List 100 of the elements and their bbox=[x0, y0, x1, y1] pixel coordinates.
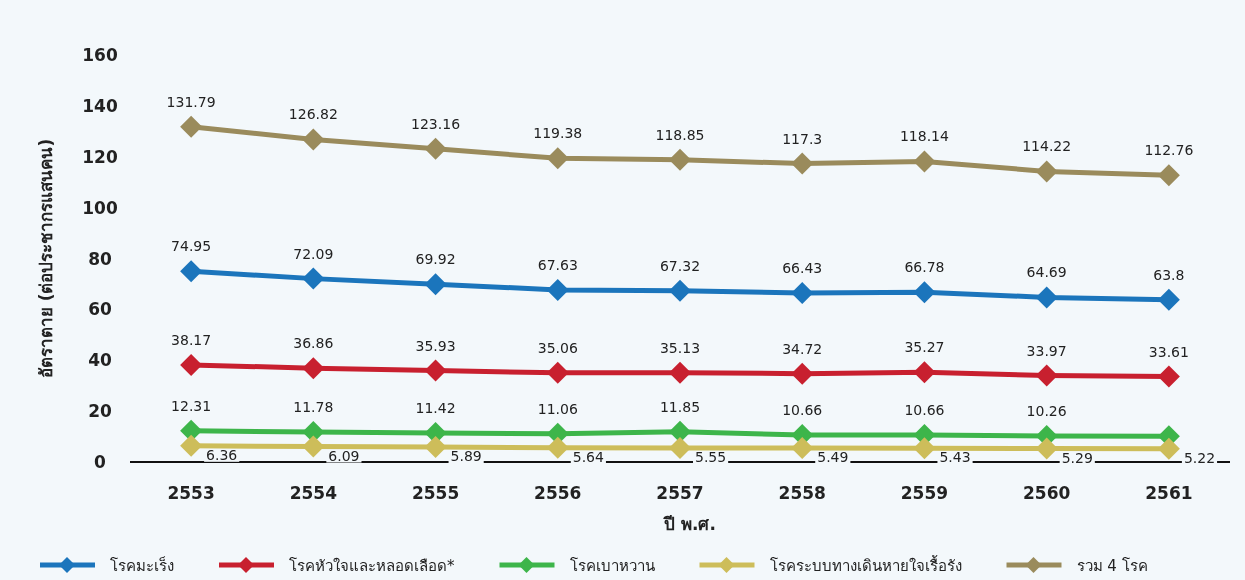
data-label: 74.95 bbox=[171, 238, 212, 255]
point bbox=[791, 362, 814, 385]
x-tick-label: 2558 bbox=[778, 483, 826, 503]
data-label: 126.82 bbox=[288, 106, 338, 123]
point bbox=[913, 281, 936, 304]
x-tick-label: 2561 bbox=[1145, 483, 1193, 503]
data-label: 5.49 bbox=[817, 449, 849, 466]
legend-label: โรคหัวใจและหลอดเลือด* bbox=[289, 557, 455, 575]
point bbox=[180, 115, 203, 138]
point bbox=[546, 436, 569, 459]
data-label: 6.09 bbox=[328, 447, 360, 464]
point bbox=[669, 361, 691, 384]
data-label: 131.79 bbox=[166, 93, 216, 110]
point bbox=[302, 435, 325, 458]
y-tick-label: 140 bbox=[82, 95, 118, 116]
point bbox=[1157, 288, 1180, 311]
x-tick-label: 2560 bbox=[1023, 483, 1071, 503]
data-label: 35.27 bbox=[904, 339, 945, 356]
data-label: 35.06 bbox=[537, 339, 578, 356]
point bbox=[913, 361, 936, 384]
data-label: 10.66 bbox=[782, 401, 823, 418]
data-label: 6.36 bbox=[206, 446, 238, 463]
point bbox=[546, 361, 569, 384]
point bbox=[1157, 164, 1180, 187]
point bbox=[791, 437, 814, 460]
point bbox=[1035, 364, 1058, 387]
data-label: 67.32 bbox=[659, 257, 701, 274]
point bbox=[302, 357, 325, 380]
point bbox=[1035, 160, 1058, 183]
legend-label: โรคเบาหวาน bbox=[569, 557, 655, 575]
point bbox=[180, 434, 203, 457]
y-axis-title: อัตราตาย (ต่อประชากรแสนคน) bbox=[36, 138, 56, 379]
point bbox=[669, 436, 691, 459]
x-tick-label: 2557 bbox=[656, 483, 704, 503]
point bbox=[424, 436, 447, 459]
y-tick-label: 100 bbox=[82, 197, 118, 218]
y-tick-label: 80 bbox=[88, 248, 112, 269]
data-label: 38.17 bbox=[171, 331, 212, 348]
data-label: 67.63 bbox=[537, 256, 578, 273]
legend-label: โรคมะเร็ง bbox=[110, 556, 174, 575]
point bbox=[669, 148, 691, 171]
data-label: 118.85 bbox=[655, 126, 705, 143]
point bbox=[1157, 365, 1180, 388]
data-label: 112.76 bbox=[1144, 142, 1194, 159]
point bbox=[424, 137, 447, 160]
data-label: 5.43 bbox=[939, 449, 971, 466]
point bbox=[180, 353, 203, 376]
point bbox=[1157, 437, 1180, 460]
data-label: 66.43 bbox=[782, 260, 823, 277]
point bbox=[180, 260, 203, 283]
data-label: 35.13 bbox=[659, 339, 701, 356]
data-label: 5.89 bbox=[450, 448, 482, 465]
point bbox=[913, 437, 936, 460]
data-label: 119.38 bbox=[533, 125, 583, 142]
point bbox=[546, 147, 569, 170]
data-label: 72.09 bbox=[293, 245, 334, 262]
data-label: 11.42 bbox=[415, 399, 456, 416]
x-tick-label: 2554 bbox=[289, 483, 338, 503]
point bbox=[1035, 437, 1058, 460]
y-tick-label: 20 bbox=[88, 401, 112, 422]
x-axis-title: ปี พ.ศ. bbox=[663, 514, 716, 534]
x-tick-label: 2556 bbox=[534, 483, 582, 503]
data-label: 5.64 bbox=[572, 448, 605, 465]
point bbox=[791, 152, 814, 175]
data-label: 64.69 bbox=[1026, 264, 1067, 281]
data-label: 117.3 bbox=[782, 130, 823, 147]
y-tick-label: 120 bbox=[82, 146, 118, 167]
point bbox=[302, 267, 325, 290]
legend-label: รวม 4 โรค bbox=[1076, 557, 1148, 575]
point bbox=[424, 359, 447, 382]
data-label: 36.86 bbox=[293, 335, 334, 352]
y-tick-label: 0 bbox=[94, 452, 107, 472]
data-label: 35.93 bbox=[415, 337, 456, 354]
data-label: 114.22 bbox=[1022, 138, 1072, 155]
y-tick-label: 60 bbox=[88, 299, 112, 320]
point bbox=[546, 278, 569, 301]
point bbox=[302, 128, 325, 151]
data-label: 10.26 bbox=[1026, 402, 1067, 419]
x-tick-label: 2555 bbox=[411, 483, 460, 503]
point bbox=[913, 150, 936, 173]
data-label: 12.31 bbox=[171, 397, 212, 414]
point bbox=[424, 273, 447, 296]
data-label: 34.72 bbox=[782, 340, 823, 357]
data-label: 66.78 bbox=[904, 259, 945, 276]
data-label: 11.85 bbox=[659, 398, 701, 415]
data-label: 33.97 bbox=[1026, 342, 1067, 359]
x-tick-label: 2559 bbox=[900, 483, 949, 503]
y-tick-label: 160 bbox=[82, 45, 118, 65]
data-label: 63.8 bbox=[1153, 266, 1185, 283]
y-tick-label: 40 bbox=[88, 350, 112, 371]
data-label: 5.29 bbox=[1061, 449, 1093, 466]
point bbox=[791, 282, 814, 305]
point bbox=[669, 279, 691, 302]
point bbox=[1035, 286, 1058, 309]
data-label: 33.61 bbox=[1148, 343, 1189, 360]
data-label: 69.92 bbox=[415, 251, 456, 268]
data-label: 5.22 bbox=[1183, 449, 1216, 466]
data-label: 11.06 bbox=[537, 400, 578, 417]
x-tick-label: 2553 bbox=[167, 483, 215, 503]
legend-label: โรคระบบทางเดินหายใจเรื้อรัง bbox=[769, 555, 962, 575]
